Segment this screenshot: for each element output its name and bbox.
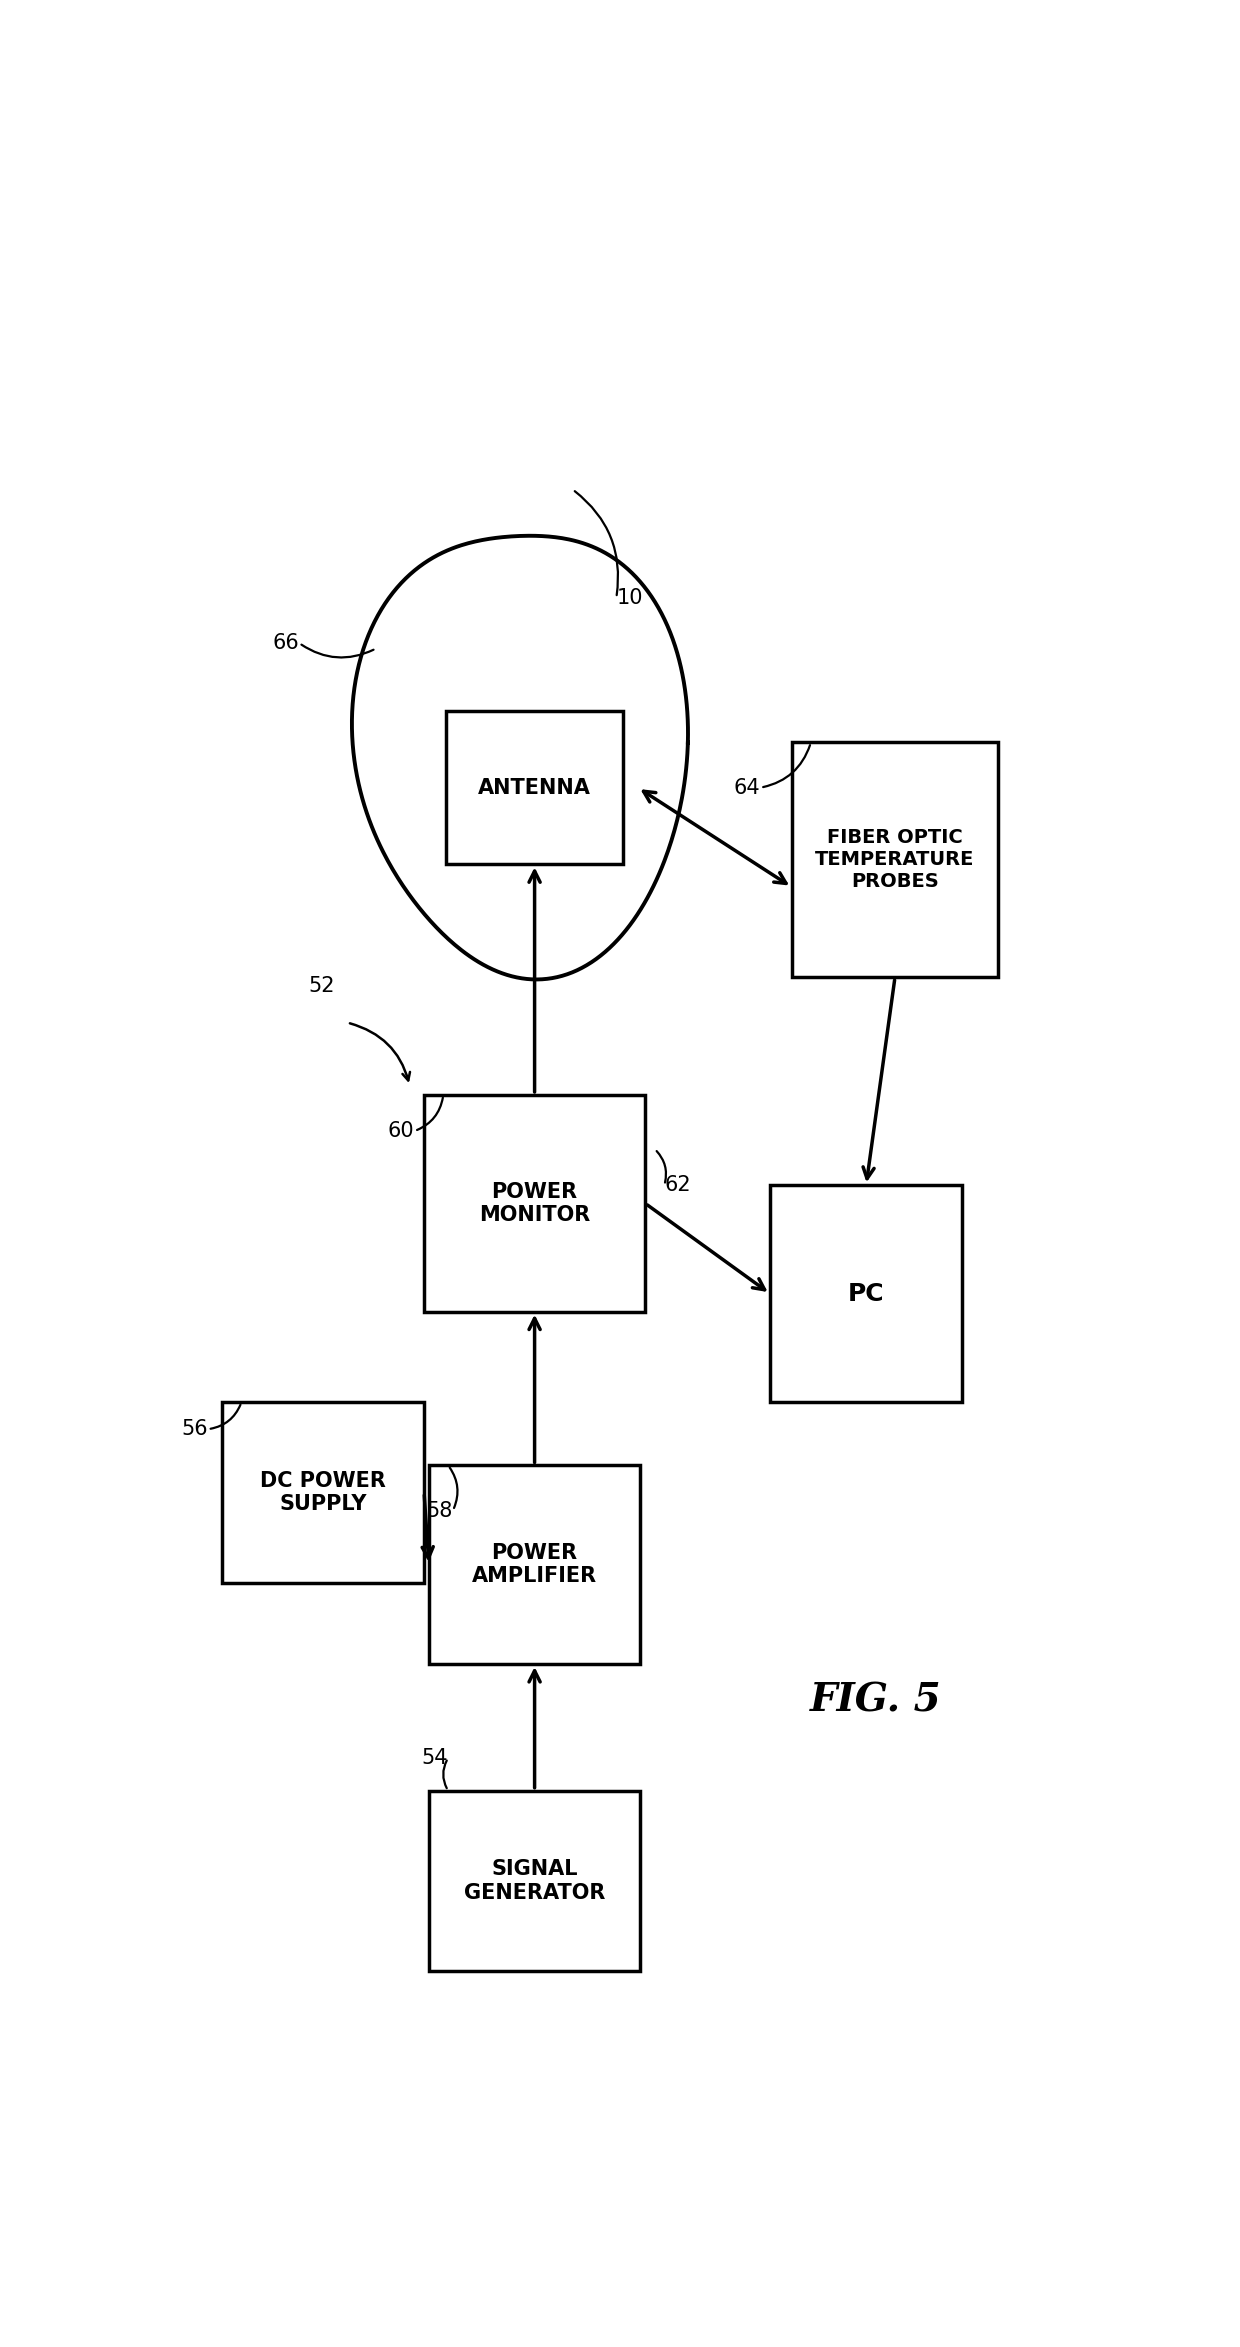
Text: 54: 54 xyxy=(422,1749,448,1767)
Text: 56: 56 xyxy=(181,1420,208,1439)
FancyBboxPatch shape xyxy=(424,1094,645,1312)
Text: 52: 52 xyxy=(309,976,335,997)
Text: 10: 10 xyxy=(616,587,642,608)
Text: POWER
MONITOR: POWER MONITOR xyxy=(479,1181,590,1225)
Text: 62: 62 xyxy=(665,1176,691,1195)
FancyBboxPatch shape xyxy=(429,1791,640,1971)
Text: 64: 64 xyxy=(734,777,760,798)
FancyBboxPatch shape xyxy=(222,1401,424,1582)
FancyBboxPatch shape xyxy=(445,711,624,864)
Text: 58: 58 xyxy=(427,1500,453,1521)
Text: ANTENNA: ANTENNA xyxy=(479,777,591,798)
Text: FIBER OPTIC
TEMPERATURE
PROBES: FIBER OPTIC TEMPERATURE PROBES xyxy=(815,828,975,892)
Text: DC POWER
SUPPLY: DC POWER SUPPLY xyxy=(260,1472,386,1514)
Text: SIGNAL
GENERATOR: SIGNAL GENERATOR xyxy=(464,1859,605,1903)
Text: FIG. 5: FIG. 5 xyxy=(810,1680,941,1720)
FancyBboxPatch shape xyxy=(429,1465,640,1664)
FancyBboxPatch shape xyxy=(791,742,998,976)
Text: POWER
AMPLIFIER: POWER AMPLIFIER xyxy=(472,1542,598,1587)
FancyBboxPatch shape xyxy=(770,1185,962,1401)
Text: 66: 66 xyxy=(273,634,299,652)
Text: 60: 60 xyxy=(388,1122,414,1141)
Text: PC: PC xyxy=(848,1281,884,1305)
